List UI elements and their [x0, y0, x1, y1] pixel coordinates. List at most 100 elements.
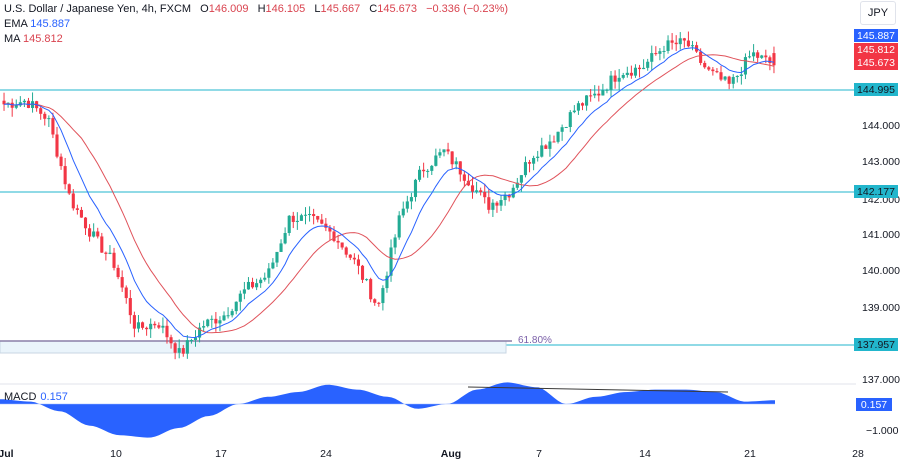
candle-body[interactable]: [650, 53, 654, 62]
candle-body[interactable]: [55, 134, 59, 157]
candle-body[interactable]: [373, 299, 377, 303]
candle-body[interactable]: [654, 53, 658, 55]
candle-body[interactable]: [112, 252, 116, 268]
candle-body[interactable]: [674, 42, 678, 45]
candle-body[interactable]: [283, 233, 287, 244]
candle-body[interactable]: [39, 108, 43, 114]
macd-divergence-trendline[interactable]: [467, 386, 729, 393]
candle-body[interactable]: [711, 69, 715, 72]
candle-body[interactable]: [149, 323, 153, 330]
candle-body[interactable]: [263, 277, 267, 280]
candle-body[interactable]: [299, 215, 303, 221]
candle-body[interactable]: [393, 237, 397, 248]
candle-body[interactable]: [422, 169, 426, 172]
candle-body[interactable]: [576, 103, 580, 111]
candle-body[interactable]: [2, 100, 6, 105]
candle-body[interactable]: [185, 340, 189, 354]
candle-body[interactable]: [316, 216, 320, 220]
candle-body[interactable]: [75, 208, 79, 210]
candle-body[interactable]: [527, 162, 532, 164]
candle-body[interactable]: [381, 288, 385, 304]
candle-body[interactable]: [621, 74, 625, 78]
candle-body[interactable]: [242, 289, 246, 294]
candle-body[interactable]: [434, 155, 438, 166]
candle-body[interactable]: [88, 228, 92, 237]
candle-body[interactable]: [389, 247, 393, 276]
candle-body[interactable]: [426, 170, 430, 172]
candle-body[interactable]: [523, 162, 528, 176]
candle-body[interactable]: [287, 215, 291, 234]
candle-body[interactable]: [100, 236, 104, 253]
candle-body[interactable]: [116, 267, 120, 278]
candle-body[interactable]: [719, 72, 723, 80]
candle-body[interactable]: [666, 40, 670, 51]
candle-body[interactable]: [540, 145, 544, 157]
macd-legend[interactable]: MACD 0.157: [4, 391, 68, 403]
candle-body[interactable]: [703, 62, 707, 68]
candle-body[interactable]: [727, 76, 731, 84]
candle-body[interactable]: [120, 277, 124, 288]
candle-body[interactable]: [446, 149, 450, 152]
candle-body[interactable]: [397, 215, 401, 238]
candle-body[interactable]: [230, 311, 234, 316]
candle-body[interactable]: [731, 77, 735, 84]
candle-body[interactable]: [47, 118, 51, 120]
candle-body[interactable]: [108, 252, 112, 254]
candle-body[interactable]: [418, 169, 422, 180]
candle-body[interactable]: [132, 315, 136, 329]
candle-body[interactable]: [332, 231, 336, 241]
candle-body[interactable]: [193, 337, 198, 341]
candle-body[interactable]: [136, 322, 141, 329]
candle-body[interactable]: [658, 51, 662, 54]
candle-body[interactable]: [295, 220, 299, 222]
candle-body[interactable]: [699, 51, 703, 63]
candle-body[interactable]: [312, 214, 316, 217]
candle-body[interactable]: [629, 72, 633, 76]
candle-body[interactable]: [405, 201, 409, 209]
candle-body[interactable]: [560, 127, 564, 132]
symbol-title[interactable]: U.S. Dollar / Japanese Yen, 4h, FXCM: [4, 3, 192, 15]
candle-body[interactable]: [360, 265, 365, 280]
candle-body[interactable]: [670, 40, 674, 43]
ema-row[interactable]: EMA 145.887: [4, 17, 508, 32]
candle-body[interactable]: [140, 322, 145, 328]
candle-body[interactable]: [442, 149, 446, 153]
candle-body[interactable]: [589, 95, 593, 97]
candle-body[interactable]: [646, 61, 650, 68]
candle-body[interactable]: [202, 326, 206, 328]
candle-body[interactable]: [198, 327, 202, 338]
candle-body[interactable]: [747, 56, 752, 58]
candle-body[interactable]: [466, 180, 470, 186]
candle-body[interactable]: [752, 52, 756, 57]
candle-body[interactable]: [63, 166, 67, 185]
candle-body[interactable]: [43, 113, 47, 119]
candle-body[interactable]: [739, 74, 743, 76]
candle-body[interactable]: [226, 315, 230, 317]
candle-body[interactable]: [356, 259, 360, 266]
candle-body[interactable]: [222, 315, 226, 321]
candle-body[interactable]: [104, 252, 108, 254]
candle-body[interactable]: [255, 283, 259, 288]
candle-body[interactable]: [475, 190, 479, 192]
candle-body[interactable]: [642, 67, 646, 70]
candle-body[interactable]: [507, 194, 511, 198]
candle-body[interactable]: [14, 105, 18, 108]
candle-body[interactable]: [756, 52, 760, 58]
candle-body[interactable]: [145, 327, 149, 330]
candle-body[interactable]: [128, 298, 132, 316]
candle-body[interactable]: [59, 156, 63, 167]
candle-body[interactable]: [275, 251, 279, 263]
candle-body[interactable]: [617, 77, 621, 82]
candle-body[interactable]: [369, 279, 373, 300]
candle-body[interactable]: [124, 287, 128, 299]
candle-body[interactable]: [181, 348, 185, 354]
candle-body[interactable]: [352, 257, 356, 260]
candle-body[interactable]: [210, 318, 214, 320]
candle-body[interactable]: [548, 141, 552, 149]
fib-zone[interactable]: [0, 340, 507, 354]
candle-body[interactable]: [92, 231, 96, 237]
candle-body[interactable]: [723, 76, 727, 80]
candle-body[interactable]: [340, 242, 344, 248]
candle-body[interactable]: [479, 190, 483, 192]
candle-body[interactable]: [564, 127, 568, 129]
